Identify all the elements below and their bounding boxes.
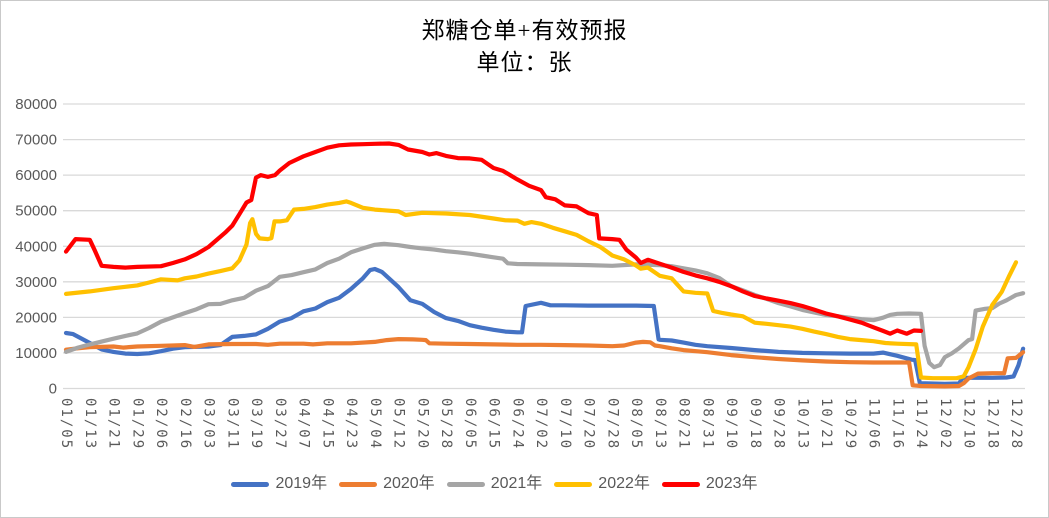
y-tick-label: 30000 (15, 274, 57, 291)
series-line-2021年 (63, 241, 1026, 370)
x-tick-label: 05/28 (438, 398, 454, 450)
legend-item-2023年: 2023年 (661, 475, 758, 493)
x-tick-label: 11/06 (866, 398, 882, 450)
x-tick-label: 11/24 (913, 398, 929, 450)
y-tick-label: 50000 (15, 203, 57, 220)
y-tick-label: 80000 (15, 96, 57, 113)
x-tick-label: 12/02 (937, 398, 953, 450)
y-tick-label: 0 (49, 381, 57, 398)
x-tick-label: 04/15 (319, 398, 335, 450)
chart-subtitle: 单位：张 (476, 50, 573, 75)
x-tick-label: 01/05 (58, 398, 74, 450)
chart-legend: 2019年 2020年 2021年 2022年 2023年 (1, 475, 1018, 493)
x-tick-label: 06/15 (486, 398, 502, 450)
x-tick-label: 05/20 (414, 398, 430, 450)
x-tick-label: 01/13 (82, 398, 98, 450)
legend-label: 2023年 (705, 475, 758, 492)
legend-label: 2022年 (598, 475, 650, 492)
y-tick-label: 10000 (15, 345, 57, 362)
x-tick-label: 07/20 (581, 398, 597, 450)
x-tick-label: 10/13 (794, 398, 810, 450)
x-tick-label: 01/29 (129, 398, 145, 450)
x-tick-label: 05/12 (391, 398, 407, 450)
x-tick-label: 07/02 (533, 398, 549, 450)
x-tick-label: 08/31 (699, 398, 715, 450)
legend-label: 2020年 (383, 475, 435, 492)
legend-swatch-icon (446, 481, 485, 487)
x-tick-label: 06/05 (462, 398, 478, 450)
x-tick-label: 09/28 (771, 398, 787, 450)
x-tick-label: 08/13 (652, 398, 668, 450)
legend-item-2022年: 2022年 (554, 475, 650, 493)
x-tick-label: 03/19 (248, 398, 264, 450)
x-tick-label: 04/07 (296, 398, 312, 450)
x-tick-label: 07/28 (604, 398, 620, 450)
series-line-2019年 (63, 266, 1026, 386)
x-tick-label: 03/03 (201, 398, 217, 450)
legend-label: 2021年 (490, 475, 543, 492)
y-tick-label: 70000 (15, 132, 57, 149)
x-tick-label: 06/24 (509, 398, 525, 450)
x-tick-label: 08/21 (676, 398, 692, 450)
x-tick-label: 09/18 (747, 398, 763, 450)
legend-swatch-icon (554, 481, 593, 487)
x-tick-label: 12/18 (984, 398, 1000, 450)
legend-swatch-icon (231, 481, 270, 487)
legend-item-2019年: 2019年 (231, 475, 327, 493)
x-tick-label: 03/27 (272, 398, 288, 450)
x-tick-label: 10/29 (842, 398, 858, 450)
legend-label: 2019年 (275, 475, 328, 492)
legend-swatch-icon (339, 481, 378, 487)
y-tick-label: 60000 (15, 167, 57, 184)
y-tick-label: 40000 (15, 238, 57, 255)
series-line-2022年 (63, 199, 1019, 381)
x-tick-label: 03/11 (224, 398, 240, 450)
x-tick-label: 01/21 (106, 398, 122, 450)
x-tick-label: 10/21 (818, 398, 834, 450)
legend-item-2020年: 2020年 (339, 475, 435, 493)
legend-swatch-icon (661, 481, 700, 487)
y-tick-label: 20000 (15, 309, 57, 326)
x-tick-label: 09/10 (723, 398, 739, 450)
x-tick-label: 12/28 (1008, 398, 1024, 450)
x-tick-label: 02/16 (177, 398, 193, 450)
x-tick-label: 12/10 (961, 398, 977, 450)
chart-title-block: 郑糖仓单+有效预报 单位：张 (1, 15, 1048, 79)
x-tick-label: 07/10 (557, 398, 573, 450)
series-line-2023年 (63, 141, 924, 336)
x-tick-label: 11/16 (889, 398, 905, 450)
chart-title: 郑糖仓单+有效预报 (421, 18, 628, 43)
x-tick-label: 05/04 (367, 398, 383, 450)
x-tick-label: 02/06 (153, 398, 169, 450)
series-line-2020年 (63, 337, 1026, 389)
x-tick-label: 08/05 (628, 398, 644, 450)
legend-item-2021年: 2021年 (446, 475, 543, 493)
x-tick-label: 04/23 (343, 398, 359, 450)
